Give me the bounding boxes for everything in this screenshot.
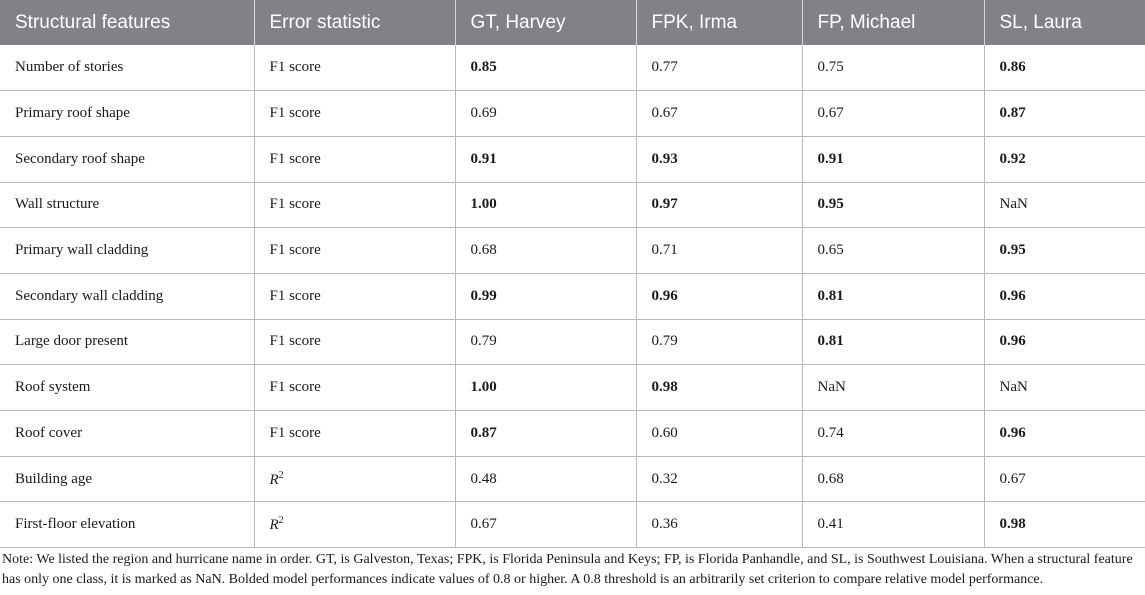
header-row: Structural features Error statistic GT, …: [0, 0, 1145, 45]
structural-feature-cell: Large door present: [0, 319, 255, 366]
value-cell-fp-michael: 0.74: [802, 410, 985, 457]
value-cell-sl-laura: 0.96: [984, 410, 1145, 457]
statistic-symbol: R: [269, 471, 279, 488]
value-cell-sl-laura: 0.96: [984, 319, 1145, 366]
error-statistic-cell: F1 score: [254, 45, 456, 92]
value-cell-gt-harvey: 0.69: [455, 90, 637, 137]
value-cell-fpk-irma: 0.67: [636, 90, 803, 137]
value-cell-fp-michael: NaN: [802, 364, 985, 411]
value-cell-sl-laura: 0.87: [984, 90, 1145, 137]
value-cell-fpk-irma: 0.79: [636, 319, 803, 366]
value-cell-fpk-irma: 0.98: [636, 364, 803, 411]
value-cell-fp-michael: 0.95: [802, 182, 985, 229]
value-cell-fp-michael: 0.75: [802, 45, 985, 92]
value-cell-gt-harvey: 0.91: [455, 136, 637, 183]
value-cell-sl-laura: 0.95: [984, 227, 1145, 274]
table-row: Wall structure F1 score 1.00 0.97 0.95 NaN: [0, 182, 1145, 229]
structural-feature-cell: Wall structure: [0, 182, 255, 229]
statistic-superscript: 2: [278, 515, 284, 527]
value-cell-fp-michael: 0.41: [802, 501, 985, 549]
table-row: Secondary wall cladding F1 score 0.99 0.96 0…: [0, 273, 1145, 320]
header-sl-laura: SL, Laura: [984, 0, 1145, 45]
error-statistic-cell: F1 score: [254, 90, 456, 137]
table-row: Primary wall cladding F1 score 0.68 0.71 0.6…: [0, 227, 1145, 274]
value-cell-fp-michael: 0.68: [802, 456, 985, 503]
structural-feature-cell: First-floor elevation: [0, 501, 255, 549]
header-fp-michael: FP, Michael: [802, 0, 985, 45]
value-cell-fpk-irma: 0.97: [636, 182, 803, 229]
header-fpk-irma: FPK, Irma: [636, 0, 803, 45]
error-statistic-cell: F1 score: [254, 136, 456, 183]
error-statistic-cell: F1 score: [254, 273, 456, 320]
table-note: Note: We listed the region and hurricane…: [2, 552, 1133, 587]
value-cell-fpk-irma: 0.32: [636, 456, 803, 503]
results-table: Structural features Error statistic GT, …: [0, 0, 1145, 549]
value-cell-fp-michael: 0.81: [802, 319, 985, 366]
value-cell-gt-harvey: 0.99: [455, 273, 637, 320]
structural-feature-cell: Primary wall cladding: [0, 227, 255, 274]
statistic-superscript: 2: [278, 469, 284, 481]
error-statistic-cell: F1 score: [254, 319, 456, 366]
value-cell-fpk-irma: 0.36: [636, 501, 803, 549]
value-cell-gt-harvey: 1.00: [455, 364, 637, 411]
value-cell-gt-harvey: 1.00: [455, 182, 637, 229]
structural-feature-cell: Secondary roof shape: [0, 136, 255, 183]
value-cell-sl-laura: NaN: [984, 182, 1145, 229]
value-cell-sl-laura: 0.98: [984, 501, 1145, 549]
value-cell-fpk-irma: 0.71: [636, 227, 803, 274]
error-statistic-cell: R2: [254, 501, 456, 549]
value-cell-fp-michael: 0.91: [802, 136, 985, 183]
value-cell-gt-harvey: 0.67: [455, 501, 637, 549]
header-gt-harvey: GT, Harvey: [455, 0, 637, 45]
table-row: First-floor elevation R2 0.67 0.36 0.41 0.98: [0, 501, 1145, 549]
value-cell-sl-laura: NaN: [984, 364, 1145, 411]
error-statistic-cell: F1 score: [254, 364, 456, 411]
value-cell-gt-harvey: 0.79: [455, 319, 637, 366]
table-row: Primary roof shape F1 score 0.69 0.67 0.67 0.…: [0, 90, 1145, 137]
value-cell-gt-harvey: 0.87: [455, 410, 637, 457]
table-row: Roof cover F1 score 0.87 0.60 0.74 0.96: [0, 410, 1145, 457]
value-cell-fp-michael: 0.81: [802, 273, 985, 320]
error-statistic-cell: R2: [254, 456, 456, 503]
structural-feature-cell: Secondary wall cladding: [0, 273, 255, 320]
statistic-symbol: R: [269, 517, 279, 534]
table-row: Number of stories F1 score 0.85 0.77 0.75 0.8…: [0, 45, 1145, 92]
value-cell-sl-laura: 0.67: [984, 456, 1145, 503]
structural-feature-cell: Number of stories: [0, 45, 255, 92]
structural-feature-cell: Building age: [0, 456, 255, 503]
error-statistic-cell: F1 score: [254, 182, 456, 229]
structural-feature-cell: Roof cover: [0, 410, 255, 457]
table-row: Building age R2 0.48 0.32 0.68 0.67: [0, 456, 1145, 503]
value-cell-fp-michael: 0.67: [802, 90, 985, 137]
value-cell-fpk-irma: 0.93: [636, 136, 803, 183]
value-cell-sl-laura: 0.96: [984, 273, 1145, 320]
value-cell-fpk-irma: 0.96: [636, 273, 803, 320]
table-row: Large door present F1 score 0.79 0.79 0.81 0.…: [0, 319, 1145, 366]
value-cell-gt-harvey: 0.68: [455, 227, 637, 274]
header-structural-features: Structural features: [0, 0, 255, 45]
table-header: Structural features Error statistic GT, …: [0, 0, 1145, 45]
value-cell-gt-harvey: 0.48: [455, 456, 637, 503]
table-row: Secondary roof shape F1 score 0.91 0.93 0.91…: [0, 136, 1145, 183]
error-statistic-cell: F1 score: [254, 410, 456, 457]
table-body: Number of stories F1 score 0.85 0.77 0.75 0.8…: [0, 45, 1145, 549]
value-cell-fpk-irma: 0.77: [636, 45, 803, 92]
structural-feature-cell: Roof system: [0, 364, 255, 411]
value-cell-fpk-irma: 0.60: [636, 410, 803, 457]
value-cell-gt-harvey: 0.85: [455, 45, 637, 92]
value-cell-fp-michael: 0.65: [802, 227, 985, 274]
value-cell-sl-laura: 0.86: [984, 45, 1145, 92]
header-error-statistic: Error statistic: [254, 0, 456, 45]
structural-feature-cell: Primary roof shape: [0, 90, 255, 137]
value-cell-sl-laura: 0.92: [984, 136, 1145, 183]
error-statistic-cell: F1 score: [254, 227, 456, 274]
table-row: Roof system F1 score 1.00 0.98 NaN NaN: [0, 364, 1145, 411]
